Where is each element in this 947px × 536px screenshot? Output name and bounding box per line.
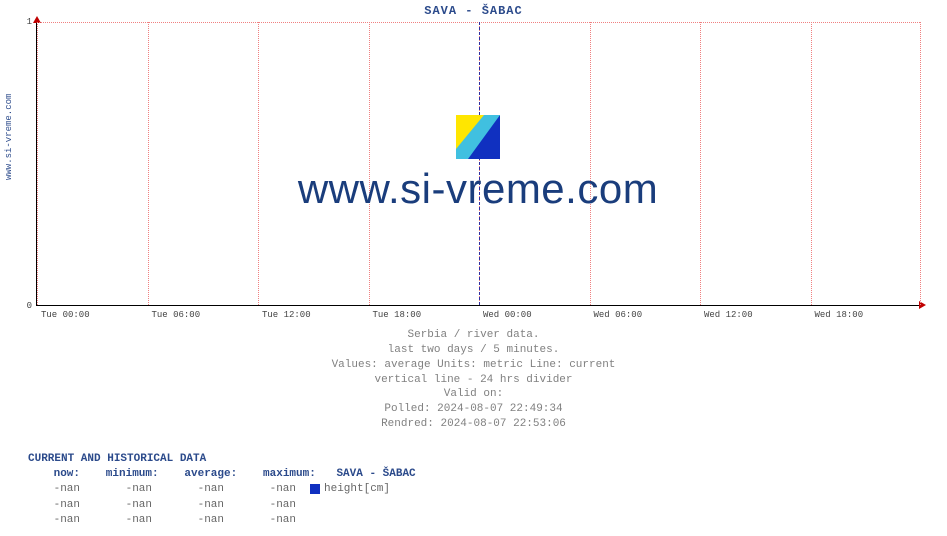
y-axis-ticks: 01 [0, 22, 34, 306]
cell-now: -nan [28, 498, 80, 513]
table-row: -nan-nan-nan-nan [28, 513, 416, 528]
chart-meta-block: Serbia / river data. last two days / 5 m… [0, 328, 947, 432]
cell-avg: -nan [152, 513, 224, 528]
x-axis-ticks: Tue 00:00 Tue 06:00 Tue 12:00 Tue 18:00 Wed … [36, 308, 920, 324]
y-tick-label: 0 [4, 301, 32, 311]
x-tick-label: Tue 18:00 [373, 310, 422, 320]
x-tick-label: Wed 00:00 [483, 310, 532, 320]
series-color-swatch-icon [310, 484, 320, 494]
chart-title: SAVA - ŠABAC [0, 4, 947, 18]
cell-avg: -nan [152, 498, 224, 513]
series-name: SAVA - ŠABAC [336, 468, 415, 480]
meta-line: Polled: 2024-08-07 22:49:34 [0, 402, 947, 417]
meta-line: vertical line - 24 hrs divider [0, 373, 947, 388]
grid-line-vertical [700, 22, 701, 305]
cell-avg: -nan [152, 482, 224, 497]
grid-line-vertical [369, 22, 370, 305]
cell-now: -nan [28, 482, 80, 497]
series-label: height[cm] [324, 483, 390, 495]
x-tick-label: Tue 00:00 [41, 310, 90, 320]
y-tick-label: 1 [4, 17, 32, 27]
meta-line: Values: average Units: metric Line: curr… [0, 358, 947, 373]
table-row: -nan-nan-nan-nan [28, 498, 416, 513]
series-legend: height[cm] [310, 482, 390, 498]
series-name-cell: SAVA - ŠABAC [336, 467, 415, 482]
x-tick-label: Wed 18:00 [815, 310, 864, 320]
cell-max: -nan [224, 513, 296, 528]
cell-max: -nan [224, 482, 296, 497]
table-row: -nan-nan-nan-nanheight[cm] [28, 482, 416, 498]
grid-line-vertical [148, 22, 149, 305]
divider-24h-line [479, 22, 480, 305]
chart-plot-area [36, 22, 920, 306]
grid-line-vertical [258, 22, 259, 305]
grid-line-vertical [590, 22, 591, 305]
x-tick-label: Tue 06:00 [152, 310, 201, 320]
meta-line: Valid on: [0, 387, 947, 402]
x-tick-label: Wed 12:00 [704, 310, 753, 320]
grid-line-vertical [37, 22, 38, 305]
cell-min: -nan [80, 482, 152, 497]
col-now: now: [28, 467, 80, 482]
data-table-columns: now: minimum: average: maximum: SAVA - Š… [28, 467, 416, 482]
meta-line: last two days / 5 minutes. [0, 343, 947, 358]
col-max: maximum: [244, 467, 316, 482]
grid-line-vertical [811, 22, 812, 305]
grid-line-vertical [920, 22, 921, 305]
data-table: CURRENT AND HISTORICAL DATA now: minimum… [28, 452, 416, 528]
cell-max: -nan [224, 498, 296, 513]
col-min: minimum: [87, 467, 159, 482]
cell-min: -nan [80, 498, 152, 513]
cell-now: -nan [28, 513, 80, 528]
col-avg: average: [165, 467, 237, 482]
data-table-header: CURRENT AND HISTORICAL DATA [28, 452, 416, 467]
cell-min: -nan [80, 513, 152, 528]
x-tick-label: Wed 06:00 [594, 310, 643, 320]
meta-line: Rendred: 2024-08-07 22:53:06 [0, 417, 947, 432]
meta-line: Serbia / river data. [0, 328, 947, 343]
x-tick-label: Tue 12:00 [262, 310, 311, 320]
page-root: www.si-vreme.com SAVA - ŠABAC 01 Tue 00:… [0, 0, 947, 536]
